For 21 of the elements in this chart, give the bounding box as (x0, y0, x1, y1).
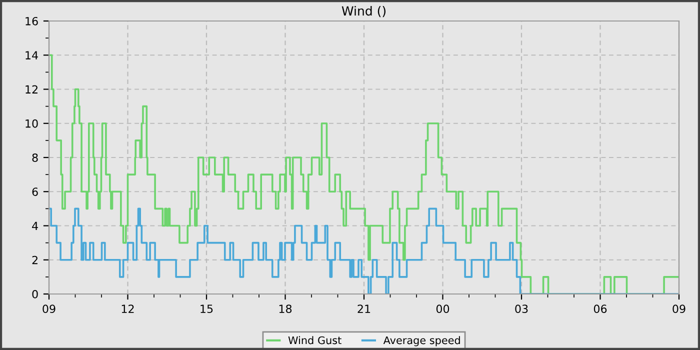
x-tick-label: 12 (122, 304, 134, 313)
x-tick-label: 15 (200, 304, 213, 314)
y-tick-label: 6 (32, 188, 38, 196)
x-tick-label: 06 (594, 304, 607, 314)
x-tick-label: 03 (515, 304, 528, 314)
x-tick-label: 18 (279, 304, 292, 314)
chart-title: Wind () (342, 6, 386, 18)
y-tick-label: 14 (26, 51, 38, 60)
y-tick-label: 0 (32, 290, 38, 298)
x-tick-label: 09 (672, 304, 686, 314)
y-tick-label: 8 (32, 153, 38, 162)
x-tick-label: 09 (42, 304, 56, 314)
x-tick-label: 00 (436, 304, 450, 314)
legend-label: Average speed (383, 336, 460, 346)
y-tick-label: 16 (26, 16, 38, 26)
y-tick-label: 4 (32, 222, 38, 230)
y-tick-label: 12 (26, 85, 38, 94)
y-tick-label: 2 (32, 256, 38, 264)
y-tick-label: 10 (26, 119, 38, 128)
x-tick-label: 21 (358, 304, 370, 313)
legend-label: Wind Gust (288, 336, 342, 344)
